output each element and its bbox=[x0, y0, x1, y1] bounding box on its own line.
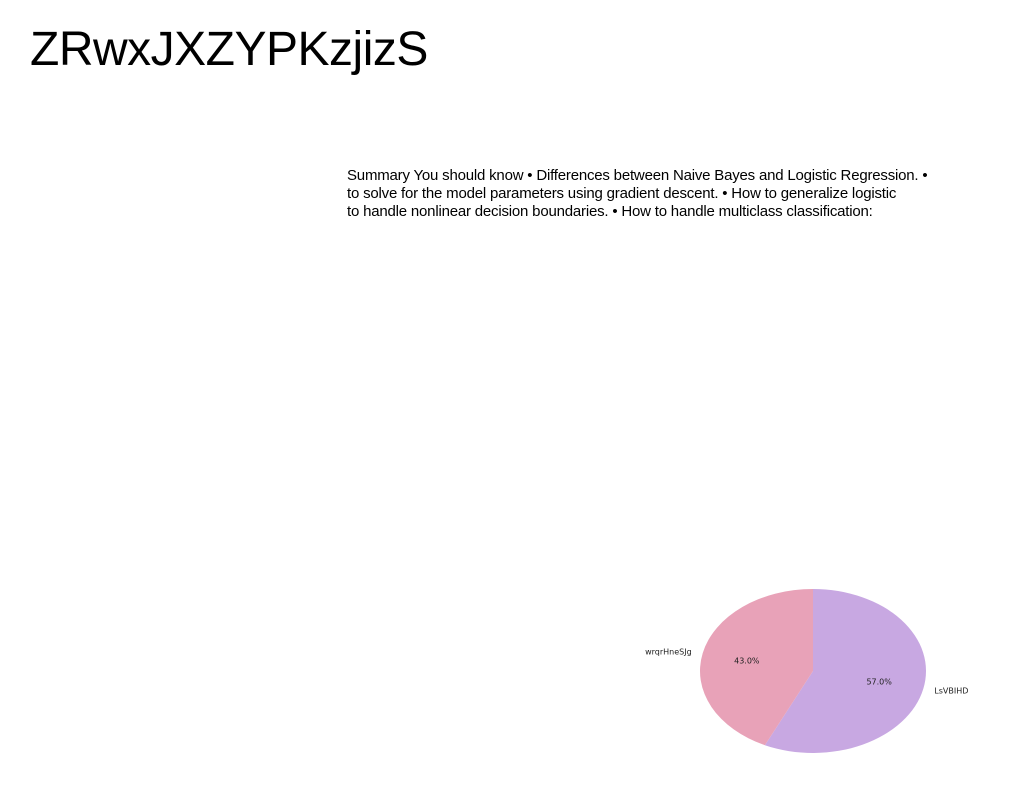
pie-chart-svg: 57.0% LsVBIHD 43.0% wrqrHneSJg bbox=[645, 589, 968, 753]
pie-slice-wrqrHneSJg bbox=[700, 589, 813, 746]
summary-line-1: Summary You should know • Differences be… bbox=[347, 167, 928, 184]
summary-text: Summary You should know • Differences be… bbox=[347, 167, 1007, 221]
pie-category-label: wrqrHneSJg bbox=[645, 647, 692, 656]
summary-line-3: to handle nonlinear decision boundaries.… bbox=[347, 203, 873, 220]
pie-percent-label: 57.0% bbox=[866, 678, 892, 687]
pie-percent-label: 43.0% bbox=[734, 656, 760, 665]
pie-chart: 57.0% LsVBIHD 43.0% wrqrHneSJg bbox=[600, 570, 1000, 770]
pie-category-label: LsVBIHD bbox=[934, 687, 968, 696]
pie-slice-LsVBIHD bbox=[764, 589, 926, 753]
summary-line-2: to solve for the model parameters using … bbox=[347, 185, 897, 202]
slide-title: ZRwxJXZYPKzjizS bbox=[30, 23, 428, 76]
